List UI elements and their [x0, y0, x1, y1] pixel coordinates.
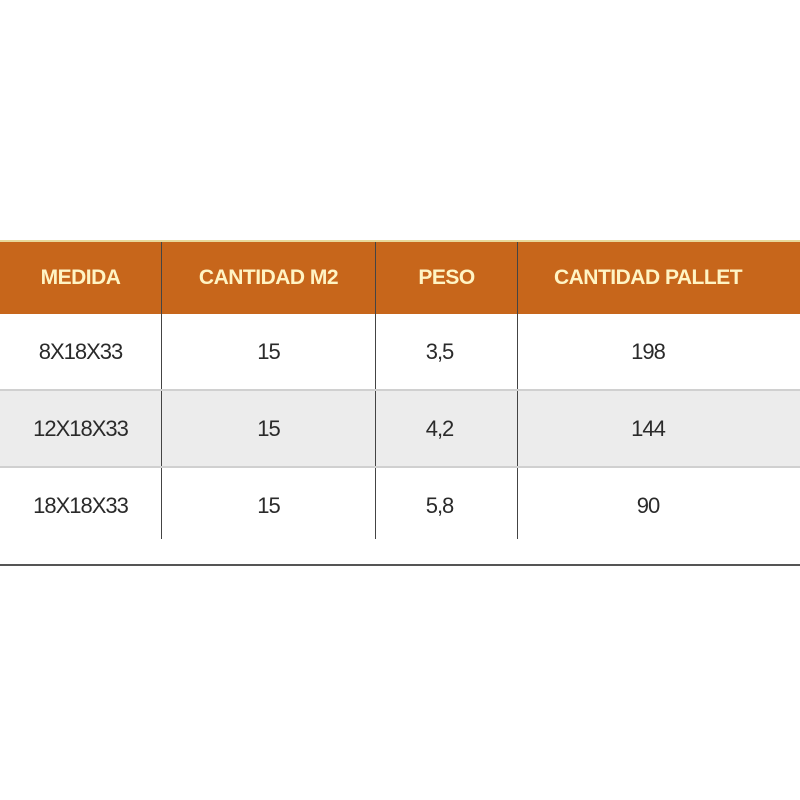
cell-medida: 12X18X33 [0, 391, 162, 466]
cell-peso: 3,5 [376, 314, 518, 389]
header-cantidad-pallet: CANTIDAD PALLET [553, 266, 743, 289]
cell-cantidad-m2: 15 [162, 314, 376, 389]
cell-cantidad-pallet: 90 [636, 493, 660, 518]
header-cantidad-m2: CANTIDAD M2 [162, 242, 376, 314]
product-spec-table: MEDIDA CANTIDAD M2 PESO CANTIDAD PALLET … [0, 240, 800, 566]
cell-peso: 5,8 [376, 468, 518, 539]
cell-medida: 18X18X33 [0, 468, 162, 539]
cell-cantidad-m2: 15 [162, 391, 376, 466]
table-row: 12X18X33 15 4,2 144 [0, 391, 800, 468]
cell-cantidad-pallet: 198 [631, 338, 666, 364]
header-medida: MEDIDA [0, 242, 162, 314]
cell-cantidad-m2: 15 [162, 468, 376, 539]
table-row: 18X18X33 15 5,8 90 [0, 468, 800, 566]
header-peso: PESO [376, 242, 518, 314]
cell-medida: 8X18X33 [0, 314, 162, 389]
table-row: 8X18X33 15 3,5 198 [0, 314, 800, 391]
cell-peso: 4,2 [376, 391, 518, 466]
table-header-row: MEDIDA CANTIDAD M2 PESO CANTIDAD PALLET [0, 242, 800, 314]
cell-cantidad-pallet: 144 [631, 415, 666, 441]
